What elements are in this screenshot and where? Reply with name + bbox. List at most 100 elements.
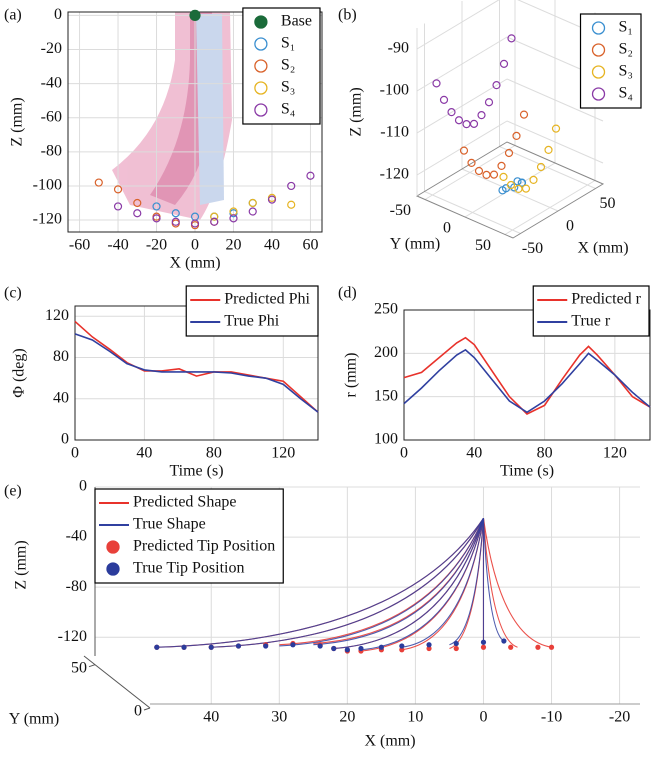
data-point — [287, 200, 296, 209]
x-tick-label: 0 — [479, 709, 487, 726]
data-point — [171, 217, 180, 226]
tip-point — [480, 639, 487, 645]
x-axis-label: X (mm) — [364, 733, 415, 750]
data-point — [497, 161, 506, 170]
z-tick-label: -120 — [58, 628, 87, 645]
y-tick-label: 0 — [61, 431, 69, 448]
legend-label: S₄ — [281, 101, 296, 118]
y-tick-label: -80 — [41, 143, 62, 160]
legend-box — [94, 488, 284, 584]
tip-point — [501, 638, 507, 644]
panel-label: (d) — [338, 285, 357, 302]
grid-line — [424, 145, 516, 200]
y-tick-label: 0 — [54, 6, 62, 23]
legend-marker — [591, 65, 606, 79]
tip-point — [290, 642, 296, 648]
data-point — [514, 184, 523, 193]
y-tick-label: 250 — [374, 301, 398, 318]
shape-curve — [313, 518, 484, 646]
legend-box — [242, 7, 321, 125]
data-point — [517, 178, 527, 187]
legend-box — [185, 285, 319, 337]
legend-marker — [254, 103, 268, 117]
shape-curve — [401, 518, 485, 648]
data-point — [499, 172, 508, 181]
shape-curve — [482, 518, 518, 648]
data-point — [469, 119, 479, 128]
grid-line — [464, 162, 556, 218]
shape-curve — [333, 518, 484, 650]
legend-label: Predicted Shape — [133, 494, 237, 511]
data-point — [113, 185, 123, 194]
x-tick-label: 0 — [566, 218, 574, 235]
tip-point — [426, 645, 432, 652]
y-tick-label: 0 — [134, 703, 142, 720]
x-axis-label: X (mm) — [169, 255, 220, 272]
x-tick-label: 40 — [466, 445, 482, 462]
data-line — [403, 348, 651, 414]
x-tick-label: 80 — [206, 445, 222, 462]
shape-curve — [211, 518, 484, 648]
data-point — [432, 79, 441, 88]
x-tick-label: -40 — [107, 237, 128, 254]
legend-label: S₃ — [281, 79, 295, 96]
data-point — [499, 59, 509, 68]
z-tick-label: -100 — [380, 82, 409, 99]
data-point — [152, 214, 161, 223]
shape-curve — [279, 518, 484, 647]
legend-label: S₃ — [619, 63, 633, 80]
data-point — [306, 171, 315, 180]
plot-frame — [403, 309, 651, 441]
y-tick-label: -60 — [41, 108, 62, 125]
x-tick-label: 20 — [225, 237, 241, 254]
data-point — [459, 146, 469, 155]
x-axis-label: X (mm) — [577, 240, 628, 257]
y-tick-label: -120 — [33, 211, 62, 228]
tip-point — [453, 640, 459, 647]
y-tick-label: 40 — [53, 389, 69, 406]
z-tick-label: -90 — [388, 40, 409, 57]
legend-box — [579, 13, 642, 109]
data-point — [474, 166, 484, 176]
y-tick-label: 150 — [374, 387, 398, 404]
y-axis-label: r (mm) — [343, 353, 360, 398]
shape-curve — [156, 517, 484, 648]
tip-point — [508, 644, 514, 650]
data-point — [467, 158, 476, 167]
data-point — [189, 9, 201, 22]
legend-marker — [106, 540, 120, 554]
legend-label: S₁ — [619, 19, 633, 36]
legend-marker — [254, 15, 268, 29]
z-tick-label: -40 — [66, 528, 87, 545]
y-tick-label: 120 — [45, 307, 69, 324]
data-point — [248, 198, 257, 208]
legend-label: Predicted r — [571, 291, 641, 308]
y-tick-label: -50 — [390, 202, 411, 219]
tip-point — [378, 644, 384, 650]
robot-shadow — [196, 14, 224, 205]
y-tick-label: 200 — [374, 344, 398, 361]
data-point — [210, 217, 219, 226]
data-point — [513, 177, 522, 186]
x-tick-label: -20 — [146, 237, 167, 254]
data-line — [74, 333, 319, 413]
z-axis-label: Z (mm) — [13, 540, 30, 589]
data-point — [507, 34, 516, 43]
floor-frame — [415, 141, 605, 239]
y-tick-label: -20 — [41, 40, 62, 57]
data-point — [544, 145, 553, 154]
tip-point — [344, 647, 350, 653]
tip-point — [480, 644, 487, 650]
legend-label: True r — [571, 313, 611, 330]
legend-marker — [591, 21, 606, 35]
legend-label: S₂ — [281, 57, 295, 74]
data-point — [506, 180, 516, 190]
z-tick-label: 0 — [79, 478, 87, 495]
x-axis-label: Time (s) — [500, 463, 554, 480]
panel-label: (c) — [4, 285, 22, 302]
data-point — [489, 170, 499, 179]
y-tick-label: 80 — [53, 348, 69, 365]
data-point — [477, 111, 486, 120]
legend-label: Predicted Tip Position — [133, 538, 275, 555]
